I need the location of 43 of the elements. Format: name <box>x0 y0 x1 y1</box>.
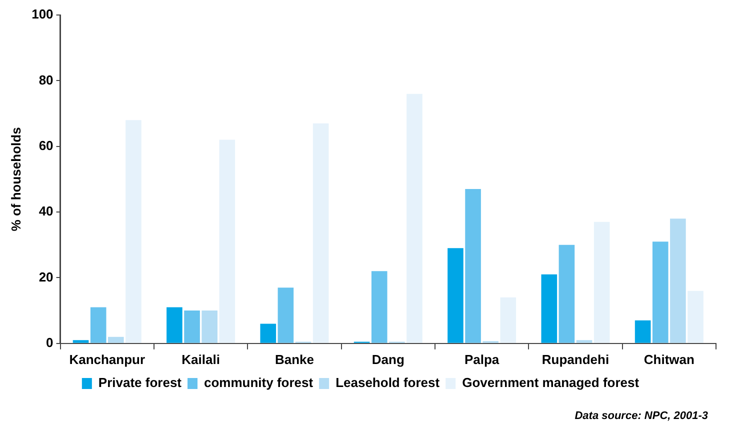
bar <box>260 324 276 343</box>
x-tick-label: Dang <box>372 352 404 367</box>
bar <box>576 340 592 343</box>
legend-label: community forest <box>204 375 314 390</box>
bar <box>202 310 218 343</box>
x-tick-label: Kanchanpur <box>69 352 146 367</box>
y-axis-title: % of households <box>8 127 24 232</box>
y-tick-label: 80 <box>38 72 54 88</box>
bar <box>688 290 704 343</box>
bar <box>184 310 200 343</box>
bar <box>90 307 106 343</box>
y-tick-label: 40 <box>38 204 54 219</box>
x-tick-label: Palpa <box>464 352 500 367</box>
y-tick-label: 0 <box>46 334 54 350</box>
bar <box>448 248 464 343</box>
bar <box>500 297 516 343</box>
bar <box>72 340 89 343</box>
legend-label: Government managed forest <box>462 375 640 390</box>
x-tick-label: Kailali <box>182 352 220 367</box>
bar <box>278 288 294 343</box>
bar <box>652 242 668 343</box>
x-tick-label: Rupandehi <box>542 352 610 367</box>
x-tick-label: Chitwan <box>644 352 694 367</box>
bar <box>670 218 686 343</box>
y-tick-label: 60 <box>38 138 54 153</box>
bar <box>108 336 124 343</box>
bar <box>219 140 236 343</box>
bar <box>371 271 388 343</box>
bar <box>541 274 558 343</box>
bar <box>558 244 575 343</box>
bar <box>634 320 651 343</box>
bar <box>594 222 610 343</box>
legend-label: Private forest <box>98 375 182 390</box>
y-tick-label: 100 <box>32 6 54 22</box>
x-tick-label: Banke <box>274 352 314 367</box>
bar <box>312 123 329 343</box>
bar <box>406 94 422 343</box>
bar <box>465 189 481 343</box>
source-note: Data source: NPC, 2001-3 <box>574 410 708 422</box>
y-tick-label: 20 <box>38 269 54 284</box>
legend-label: Leasehold forest <box>336 375 440 390</box>
bar <box>126 120 142 343</box>
bar <box>166 307 182 343</box>
